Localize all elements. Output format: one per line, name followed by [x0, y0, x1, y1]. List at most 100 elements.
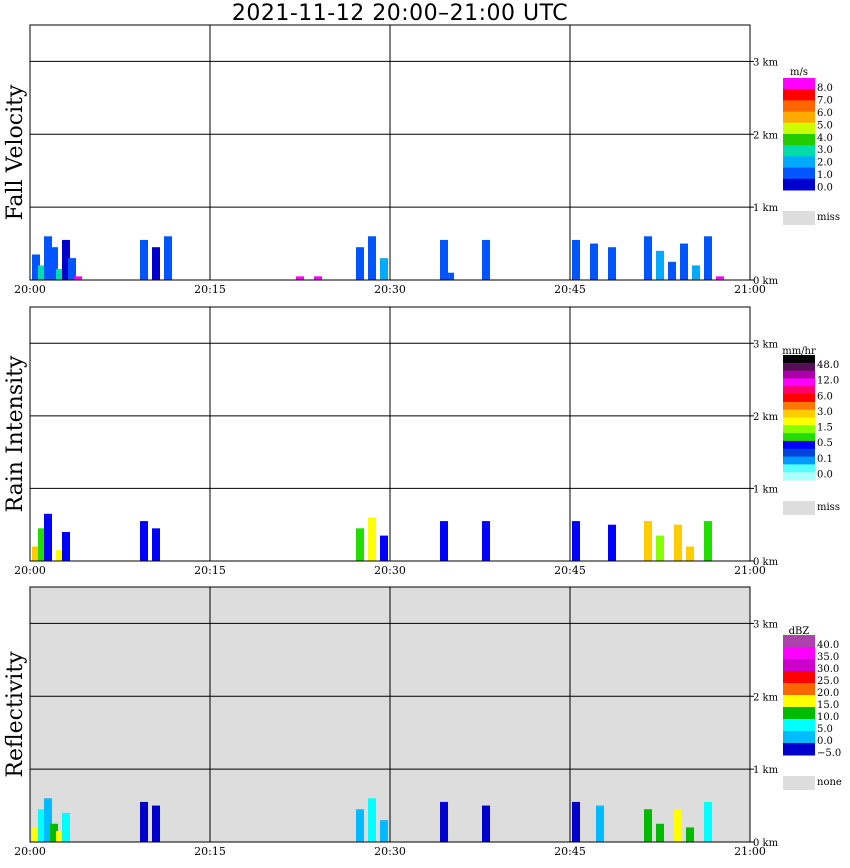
y-tick-label: 3 km — [753, 57, 779, 68]
data-cell — [440, 521, 448, 561]
data-cell — [686, 546, 694, 561]
data-cell — [656, 823, 664, 842]
legend-swatch — [783, 433, 815, 442]
legend-label: 15.0 — [817, 700, 839, 711]
data-cell — [314, 276, 322, 280]
x-tick-label: 20:15 — [194, 564, 226, 577]
legend-label: 25.0 — [817, 676, 839, 687]
legend-label: 0.0 — [817, 183, 833, 194]
data-cell — [368, 798, 376, 842]
data-cell — [152, 247, 160, 280]
legend-label: 6.0 — [817, 391, 833, 402]
data-cell — [440, 239, 448, 280]
legend-swatch — [783, 409, 815, 418]
data-cell — [608, 247, 616, 280]
legend-swatch — [783, 89, 815, 101]
y-tick-label: 2 km — [753, 130, 779, 141]
figure-title: 2021-11-12 20:00–21:00 UTC — [231, 1, 569, 26]
x-tick-label: 20:45 — [554, 564, 586, 577]
data-cell — [644, 236, 652, 280]
x-tick-label: 20:45 — [554, 283, 586, 296]
legend-swatch — [783, 456, 815, 465]
legend-swatch — [783, 122, 815, 135]
legend-swatch — [783, 378, 815, 387]
legend-swatch — [783, 145, 815, 157]
data-cell — [572, 239, 580, 280]
data-cell — [656, 535, 664, 561]
data-cell — [56, 550, 64, 561]
data-cell — [44, 513, 52, 561]
data-cell — [608, 524, 616, 561]
y-tick-label: 2 km — [753, 692, 779, 703]
data-cell — [590, 243, 598, 280]
data-cell — [152, 805, 160, 842]
legend-label: 6.0 — [817, 108, 833, 119]
legend-swatch — [783, 472, 815, 481]
data-cell — [368, 236, 376, 280]
data-cell — [380, 820, 388, 842]
legend-swatch — [783, 167, 815, 180]
legend-label: 0.5 — [817, 438, 833, 449]
y-tick-label: 3 km — [753, 619, 779, 630]
data-cell — [674, 809, 682, 842]
legend-label: 5.0 — [817, 120, 833, 131]
legend-unit: dBZ — [789, 626, 810, 637]
data-cell — [704, 236, 712, 280]
panel-1: Fall Velocity 0 km 1 km 2 km 3 km 20:00 20:15 2… — [3, 24, 840, 296]
x-tick-label: 20:00 — [14, 845, 46, 858]
legend-label: 7.0 — [817, 95, 833, 106]
legend-label: 48.0 — [817, 360, 839, 371]
data-cell — [44, 798, 52, 842]
y-axis-label: Fall Velocity — [3, 84, 28, 220]
data-cell — [296, 276, 304, 280]
legend-missing-label: miss — [817, 212, 840, 223]
data-cell — [44, 236, 52, 280]
legend-label: 10.0 — [817, 712, 839, 723]
legend-swatch — [783, 100, 815, 113]
legend-swatch — [783, 370, 815, 379]
data-cell — [356, 809, 364, 842]
plot-frame — [29, 24, 751, 281]
data-cell — [686, 827, 694, 842]
legend-swatch — [783, 647, 815, 660]
data-cell — [140, 239, 148, 280]
data-cell — [50, 823, 58, 842]
y-tick-label: 1 km — [753, 484, 779, 495]
plot-frame — [29, 586, 751, 843]
data-cell — [74, 276, 82, 280]
legend-swatch — [783, 401, 815, 411]
x-tick-label: 20:30 — [374, 564, 406, 577]
legend-label: 0.0 — [817, 736, 833, 747]
data-cell — [164, 236, 172, 280]
legend-swatch — [783, 743, 815, 756]
legend-swatch — [783, 683, 815, 696]
legend-missing-swatch — [783, 501, 815, 515]
legend-swatch — [783, 425, 815, 434]
data-cell — [668, 261, 676, 280]
legend-swatch — [783, 731, 815, 744]
data-cell — [644, 809, 652, 842]
x-tick-label: 20:00 — [14, 564, 46, 577]
legend-swatch — [783, 156, 815, 169]
data-cell — [644, 521, 652, 561]
data-cell — [38, 528, 46, 561]
data-cell — [596, 805, 604, 842]
legend-missing-swatch — [783, 776, 815, 790]
data-cell — [62, 239, 70, 280]
data-cell — [716, 276, 724, 280]
legend-swatch — [783, 671, 815, 684]
y-tick-label: 3 km — [753, 339, 779, 350]
y-tick-label: 0 km — [753, 276, 779, 287]
y-tick-label: 1 km — [753, 203, 779, 214]
data-cell — [446, 272, 454, 280]
legend-label: 3.0 — [817, 145, 833, 156]
y-tick-label: 2 km — [753, 412, 779, 423]
data-cell — [32, 254, 40, 280]
legend-label: 30.0 — [817, 664, 839, 675]
panel-2: Rain Intensity 0 km 1 km 2 km 3 km 20:00 20:15… — [3, 306, 840, 577]
data-cell — [356, 247, 364, 280]
data-cell — [692, 265, 700, 280]
data-cell — [704, 801, 712, 842]
